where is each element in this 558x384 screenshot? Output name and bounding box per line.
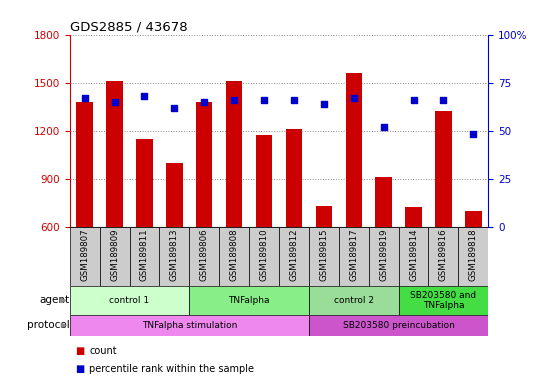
Point: [140, 93, 149, 99]
Text: GSM189818: GSM189818: [469, 228, 478, 281]
Point: [170, 104, 179, 111]
Bar: [226, 81, 242, 227]
Point: [409, 97, 418, 103]
Bar: [429, 227, 458, 286]
Point: [80, 95, 89, 101]
Text: GSM189811: GSM189811: [140, 228, 149, 281]
Bar: [309, 315, 488, 336]
Bar: [398, 286, 488, 315]
Text: control 2: control 2: [334, 296, 374, 305]
Bar: [249, 227, 279, 286]
Bar: [369, 227, 398, 286]
Text: TNFalpha stimulation: TNFalpha stimulation: [142, 321, 237, 330]
Text: GSM189810: GSM189810: [259, 228, 268, 281]
Bar: [70, 315, 309, 336]
Bar: [279, 227, 309, 286]
Text: GSM189806: GSM189806: [200, 228, 209, 281]
Text: GSM189817: GSM189817: [349, 228, 358, 281]
Bar: [160, 227, 189, 286]
Text: protocol: protocol: [27, 320, 70, 331]
Bar: [345, 73, 362, 227]
Bar: [309, 227, 339, 286]
Bar: [286, 129, 302, 227]
Bar: [435, 111, 451, 227]
Text: GSM189808: GSM189808: [230, 228, 239, 281]
Bar: [107, 81, 123, 227]
Bar: [316, 206, 332, 227]
Text: percentile rank within the sample: percentile rank within the sample: [89, 364, 254, 374]
Point: [290, 97, 299, 103]
Text: GSM189815: GSM189815: [319, 228, 328, 281]
Text: GSM189812: GSM189812: [290, 228, 299, 281]
Text: GSM189813: GSM189813: [170, 228, 179, 281]
Text: GSM189819: GSM189819: [379, 228, 388, 281]
Point: [200, 99, 209, 105]
Bar: [136, 139, 153, 227]
Bar: [256, 136, 272, 227]
Point: [319, 101, 328, 107]
Bar: [465, 210, 482, 227]
Bar: [339, 227, 369, 286]
Bar: [189, 286, 309, 315]
Text: TNFalpha: TNFalpha: [228, 296, 270, 305]
Bar: [376, 177, 392, 227]
Text: agent: agent: [40, 295, 70, 306]
Bar: [309, 286, 398, 315]
Bar: [166, 162, 182, 227]
Point: [230, 97, 239, 103]
Bar: [398, 227, 429, 286]
Bar: [405, 207, 422, 227]
Bar: [100, 227, 129, 286]
Text: GSM189809: GSM189809: [110, 228, 119, 281]
Text: GSM189814: GSM189814: [409, 228, 418, 281]
Text: ■: ■: [75, 346, 85, 356]
Bar: [219, 227, 249, 286]
Point: [379, 124, 388, 130]
Text: GSM189807: GSM189807: [80, 228, 89, 281]
Bar: [70, 286, 189, 315]
Bar: [129, 227, 160, 286]
Text: SB203580 and
TNFalpha: SB203580 and TNFalpha: [410, 291, 477, 310]
Text: count: count: [89, 346, 117, 356]
Text: ■: ■: [75, 364, 85, 374]
Point: [469, 131, 478, 137]
Point: [259, 97, 268, 103]
Text: SB203580 preincubation: SB203580 preincubation: [343, 321, 455, 330]
Text: GSM189816: GSM189816: [439, 228, 448, 281]
Bar: [70, 227, 100, 286]
Point: [110, 99, 119, 105]
Bar: [196, 102, 213, 227]
Bar: [76, 102, 93, 227]
Point: [349, 95, 358, 101]
Text: GDS2885 / 43678: GDS2885 / 43678: [70, 20, 187, 33]
Point: [439, 97, 448, 103]
Bar: [189, 227, 219, 286]
Text: control 1: control 1: [109, 296, 150, 305]
Bar: [458, 227, 488, 286]
